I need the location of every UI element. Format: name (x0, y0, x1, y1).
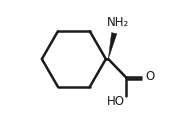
Text: O: O (146, 70, 155, 83)
Text: NH₂: NH₂ (107, 16, 129, 29)
Polygon shape (108, 33, 117, 59)
Text: HO: HO (107, 95, 125, 108)
